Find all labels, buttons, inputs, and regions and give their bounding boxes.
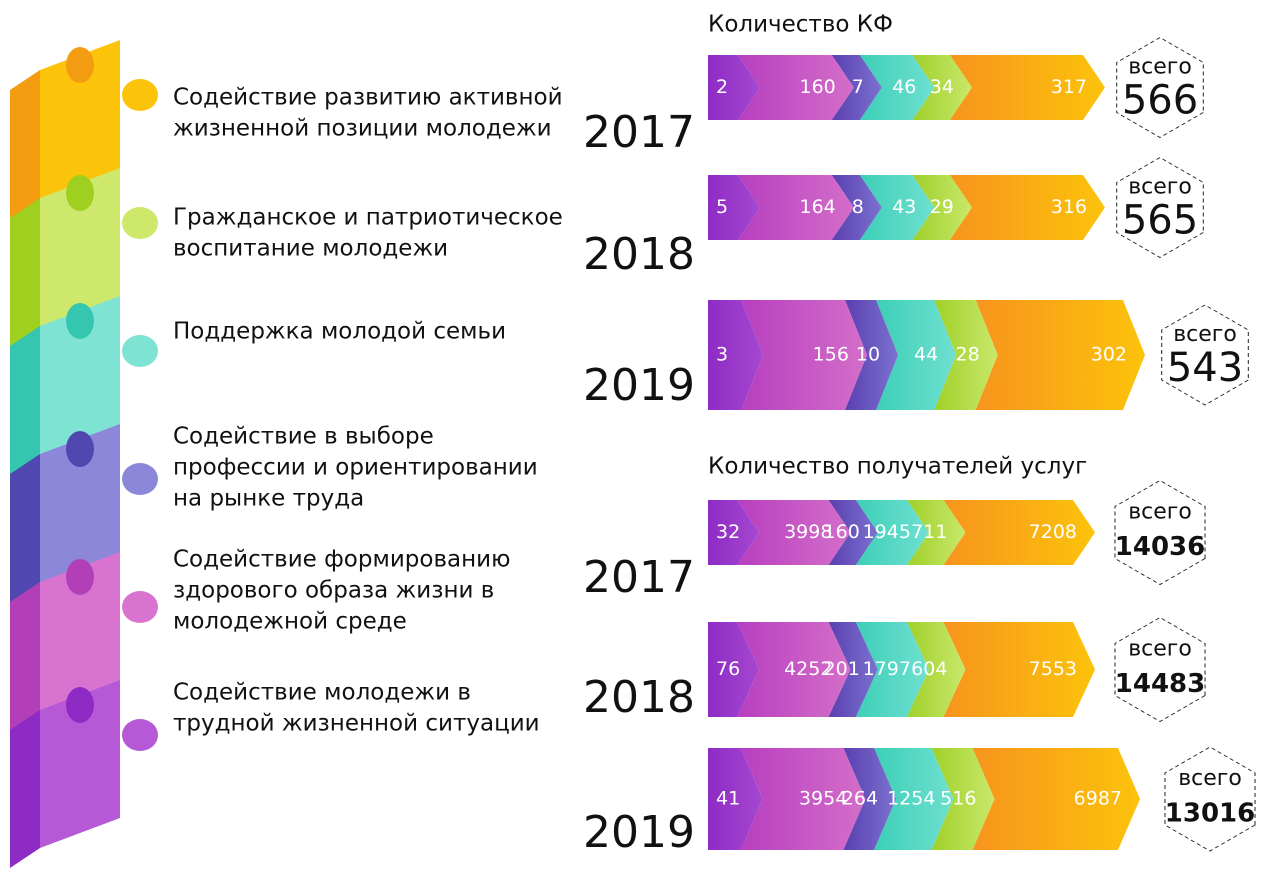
segment-value: 46 (892, 76, 916, 98)
item-text: Поддержка молодой семьи (173, 319, 506, 345)
puzzle-knob (122, 335, 158, 367)
item-text: на рынке труда (173, 486, 364, 512)
total: 14483 (1115, 669, 1205, 699)
year: 2018 (583, 672, 695, 723)
segment-value: 6987 (1074, 788, 1122, 810)
segment-value: 201 (824, 658, 860, 680)
total-label: всего (1173, 322, 1237, 347)
segment-value: 604 (911, 658, 947, 680)
segment-value: 3954 (799, 788, 847, 810)
segment-value: 44 (914, 344, 938, 366)
puzzle-knob (122, 591, 158, 623)
item-text: Содействие развитию активной (173, 85, 563, 111)
segment-value: 711 (911, 521, 947, 543)
total: 543 (1167, 345, 1243, 391)
total-label: всего (1128, 500, 1192, 525)
section-title: Количество КФ (708, 12, 893, 38)
segment-value: 7208 (1029, 521, 1077, 543)
item-text: Гражданское и патриотическое (173, 205, 563, 231)
item-text: Содействие в выборе (173, 424, 434, 450)
segment-value: 302 (1091, 344, 1127, 366)
item-text: Содействие формированию (173, 547, 510, 573)
total: 13016 (1165, 799, 1255, 829)
segment-value: 7553 (1029, 658, 1077, 680)
segment-value: 41 (716, 788, 740, 810)
year: 2017 (583, 552, 695, 603)
total: 566 (1122, 78, 1198, 124)
segment-value: 3 (716, 344, 728, 366)
total-label: всего (1128, 175, 1192, 200)
total-label: всего (1128, 55, 1192, 80)
segment-value: 43 (892, 196, 916, 218)
total-label: всего (1178, 766, 1242, 791)
puzzle-knob (66, 559, 94, 595)
year: 2019 (583, 807, 695, 858)
segment-value: 160 (799, 76, 835, 98)
item-text: воспитание молодежи (173, 236, 448, 262)
item-text: жизненной позиции молодежи (173, 116, 552, 142)
year: 2017 (583, 107, 695, 158)
segment-value: 156 (813, 344, 849, 366)
puzzle-knob (122, 207, 158, 239)
segment-value: 76 (716, 658, 740, 680)
puzzle-knob (66, 687, 94, 723)
segment-value: 10 (856, 344, 880, 366)
puzzle-knob (122, 719, 158, 751)
item-text: Содействие молодежи в (173, 680, 471, 706)
puzzle-knob (66, 303, 94, 339)
total: 565 (1122, 198, 1198, 244)
total: 14036 (1115, 532, 1205, 562)
segment-value: 516 (940, 788, 976, 810)
segment-value: 29 (930, 196, 954, 218)
year: 2018 (583, 229, 695, 280)
item-text: трудной жизненной ситуации (173, 711, 540, 737)
segment-value: 317 (1051, 76, 1087, 98)
total-label: всего (1128, 637, 1192, 662)
segment-value: 5 (716, 196, 728, 218)
segment-value: 1254 (887, 788, 935, 810)
segment-value: 28 (955, 344, 979, 366)
puzzle-knob (66, 431, 94, 467)
puzzle-side (10, 710, 40, 868)
year: 2019 (583, 360, 695, 411)
item-text: молодежной среде (173, 609, 407, 635)
section-title: Количество получателей услуг (708, 454, 1087, 480)
segment-value: 264 (842, 788, 878, 810)
segment-value: 164 (799, 196, 835, 218)
segment-value: 34 (930, 76, 954, 98)
puzzle-knob (122, 79, 158, 111)
segment-value: 2 (716, 76, 728, 98)
puzzle-knob (66, 47, 94, 83)
infographic: Содействие развитию активной жизненной по… (0, 0, 1273, 877)
segment-value: 1945 (863, 521, 911, 543)
puzzle-knob (122, 463, 158, 495)
segment-value: 316 (1051, 196, 1087, 218)
segment-value: 32 (716, 521, 740, 543)
puzzle-knob (66, 175, 94, 211)
item-text: здорового образа жизни в (173, 578, 494, 604)
segment-value: 7 (852, 76, 864, 98)
segment-value: 1797 (863, 658, 911, 680)
segment-value: 160 (824, 521, 860, 543)
segment-value: 8 (852, 196, 864, 218)
item-text: профессии и ориентировании (173, 455, 538, 481)
